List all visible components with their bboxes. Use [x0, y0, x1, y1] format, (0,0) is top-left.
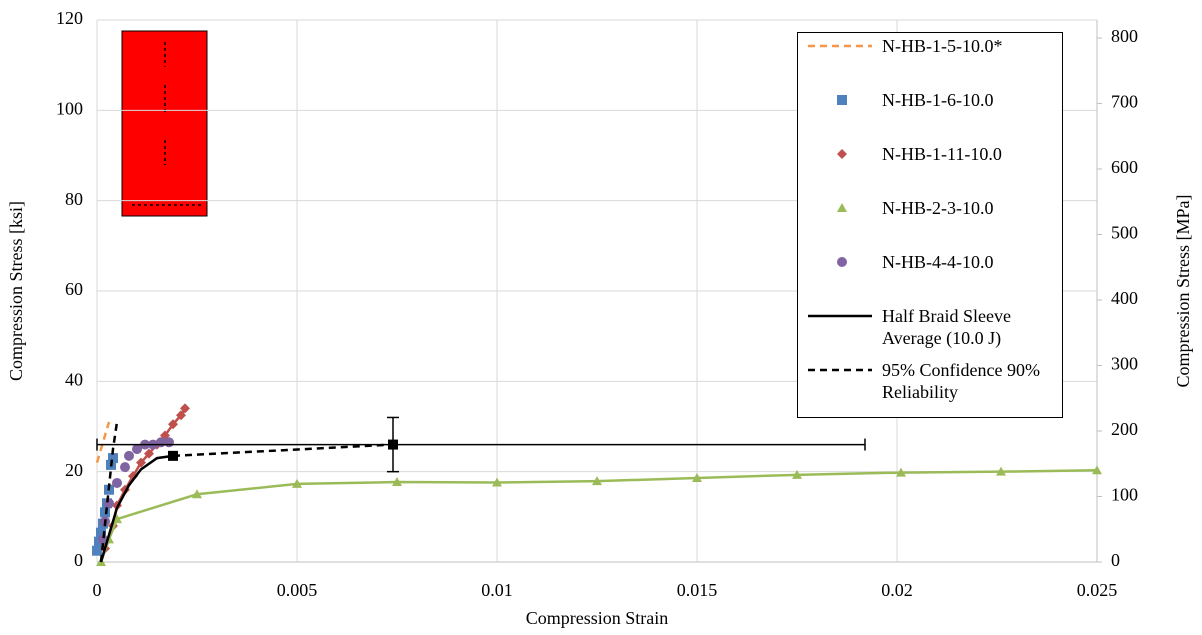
x-tick-label: 0.02 [881, 580, 913, 600]
marker [837, 95, 847, 105]
marker [120, 462, 130, 473]
legend-swatch [837, 257, 847, 267]
legend-label: Half Braid Sleeve Average (10.0 J) [882, 306, 1011, 348]
y-tick-label: 60 [65, 279, 83, 299]
y2-tick-label: 700 [1111, 92, 1138, 112]
legend-swatch [808, 368, 872, 372]
series-line [99, 421, 394, 563]
legend-entry: N-HB-1-11-10.0 [802, 143, 1058, 197]
legend-label: N-HB-2-3-10.0 [882, 198, 994, 218]
legend-label: N-HB-4-4-10.0 [882, 252, 994, 272]
legend-label: N-HB-1-5-10.0* [882, 36, 1003, 56]
y2-tick-label: 0 [1111, 550, 1120, 570]
marker [96, 527, 106, 538]
marker [124, 450, 134, 461]
x-axis-title: Compression Strain [526, 608, 669, 628]
y-tick-label: 20 [65, 460, 83, 480]
marker [592, 476, 602, 486]
marker [996, 466, 1006, 476]
marker [1092, 465, 1102, 475]
legend-entry: N-HB-4-4-10.0 [802, 251, 1058, 305]
y2-tick-label: 500 [1111, 223, 1138, 243]
marker [896, 467, 906, 477]
x-tick-label: 0 [93, 580, 102, 600]
legend-entry: Half Braid Sleeve Average (10.0 J) [802, 305, 1058, 359]
marker [388, 439, 398, 450]
y2-axis-title: Compression Stress [MPa] [1173, 195, 1193, 388]
y-axis-title: Compression Stress [ksi] [6, 201, 26, 381]
marker [108, 453, 118, 464]
x-tick-label: 0.025 [1077, 580, 1118, 600]
legend-swatch [808, 314, 872, 318]
marker [92, 545, 102, 556]
marker [792, 469, 802, 479]
embedded-image [121, 30, 208, 217]
marker [112, 514, 122, 524]
marker [392, 477, 402, 487]
marker [837, 149, 847, 159]
y-tick-label: 40 [65, 369, 83, 389]
y-tick-label: 80 [65, 189, 83, 209]
marker [492, 477, 502, 487]
x-tick-label: 0.01 [481, 580, 513, 600]
marker [192, 489, 202, 499]
marker [837, 203, 847, 212]
marker [292, 478, 302, 488]
embedded-image-marks [132, 42, 202, 206]
legend-entry: 95% Confidence 90% Reliability [802, 359, 1058, 413]
marker [104, 498, 114, 509]
legend-swatch [808, 44, 872, 48]
legend-entry: N-HB-2-3-10.0 [802, 197, 1058, 251]
marker [98, 534, 108, 545]
y-tick-label: 0 [74, 550, 83, 570]
legend: N-HB-1-5-10.0* N-HB-1-6-10.0 N-HB-1-11-10.… [797, 32, 1063, 418]
legend-label: N-HB-1-11-10.0 [882, 144, 1002, 164]
y2-tick-label: 800 [1111, 26, 1138, 46]
marker [837, 257, 847, 267]
y2-tick-label: 300 [1111, 354, 1138, 374]
legend-entry: N-HB-1-6-10.0 [802, 89, 1058, 143]
legend-label: N-HB-1-6-10.0 [882, 90, 994, 110]
marker [144, 448, 154, 459]
y-tick-label: 120 [56, 8, 83, 28]
marker [168, 419, 178, 430]
marker [164, 437, 174, 448]
legend-swatch [837, 149, 847, 159]
x-tick-label: 0.005 [277, 580, 318, 600]
marker [692, 472, 702, 482]
legend-label: 95% Confidence 90% Reliability [882, 360, 1040, 402]
y2-tick-label: 400 [1111, 288, 1138, 308]
series-line [95, 421, 111, 463]
marker [136, 457, 146, 468]
legend-entry: N-HB-1-5-10.0* [802, 35, 1058, 89]
x-tick-label: 0.015 [677, 580, 718, 600]
y2-tick-label: 200 [1111, 419, 1138, 439]
series-line [99, 454, 174, 563]
legend-swatch [837, 203, 847, 212]
y-tick-label: 100 [56, 98, 83, 118]
legend-swatch [837, 95, 847, 105]
marker [112, 477, 122, 488]
marker [132, 444, 142, 455]
y2-tick-label: 100 [1111, 485, 1138, 505]
marker [180, 403, 190, 414]
marker [100, 507, 110, 518]
marker [176, 410, 186, 421]
y2-tick-label: 600 [1111, 157, 1138, 177]
